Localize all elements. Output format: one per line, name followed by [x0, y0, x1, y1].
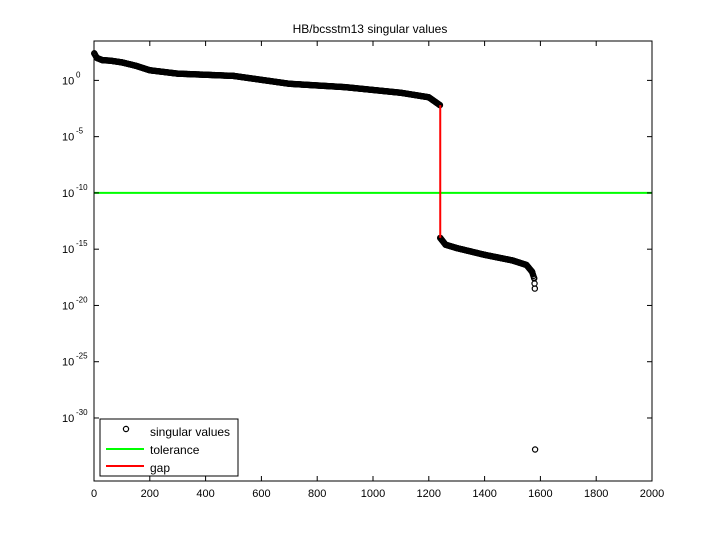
y-tick-exponent: -20 [76, 295, 88, 304]
y-tick-exponent: -10 [76, 183, 88, 192]
data-point [531, 285, 539, 292]
chart-title: HB/bcsstm13 singular values [293, 22, 448, 36]
x-tick-label: 1600 [528, 488, 552, 500]
y-tick-label: 10 [62, 300, 74, 312]
data-point [341, 83, 349, 91]
data-point [146, 67, 153, 74]
plot-marks [91, 50, 652, 453]
x-tick-label: 2000 [640, 488, 664, 500]
x-tick-label: 1200 [417, 488, 441, 500]
data-point [531, 280, 538, 287]
data-point [453, 244, 460, 252]
y-tick-label: 10 [62, 413, 74, 425]
y-tick-label: 10 [62, 75, 74, 87]
x-tick-label: 1400 [472, 488, 496, 500]
x-tick-label: 200 [141, 488, 159, 500]
x-tick-label: 1000 [361, 488, 385, 500]
x-tick-label: 800 [308, 488, 326, 500]
y-tick-label: 10 [62, 244, 74, 256]
data-point [99, 56, 106, 64]
data-point [523, 261, 530, 269]
legend-marker-singular-values [122, 425, 130, 433]
plot-frame [93, 40, 653, 482]
y-tick-exponent: -5 [76, 127, 84, 136]
y-tick-label: 10 [62, 357, 74, 369]
data-point [286, 80, 293, 87]
data-point [442, 241, 449, 248]
data-point [230, 72, 237, 80]
legend-label-tolerance: tolerance [150, 443, 200, 457]
data-point [118, 59, 126, 66]
data-point [107, 57, 114, 64]
data-point [528, 268, 536, 275]
legend: singular values tolerance gap [99, 418, 239, 477]
x-tick-label: 400 [196, 488, 214, 500]
x-tick-label: 600 [252, 488, 270, 500]
y-tick-label: 10 [62, 132, 74, 144]
y-tick-exponent: -15 [76, 239, 88, 248]
data-point [397, 89, 405, 96]
singular-values-series [91, 50, 539, 453]
data-point [425, 94, 432, 101]
y-tick-label: 10 [62, 188, 74, 200]
data-point-outlier [531, 446, 539, 453]
data-point [174, 70, 181, 77]
y-tick-exponent: -30 [76, 408, 88, 417]
data-point [509, 257, 516, 264]
y-tick-exponent: 0 [76, 70, 81, 79]
y-tick-exponent: -25 [76, 352, 88, 361]
data-point [132, 62, 140, 69]
x-tick-label: 1800 [584, 488, 608, 500]
legend-label-gap: gap [150, 461, 170, 475]
data-point [531, 275, 538, 282]
x-tick-label: 0 [91, 488, 97, 500]
data-point [481, 251, 488, 259]
x-axis: 0 200 400 600 800 1000 1200 1400 1600 1800 2000 [91, 41, 664, 500]
legend-label-singular-values: singular values [150, 425, 230, 439]
